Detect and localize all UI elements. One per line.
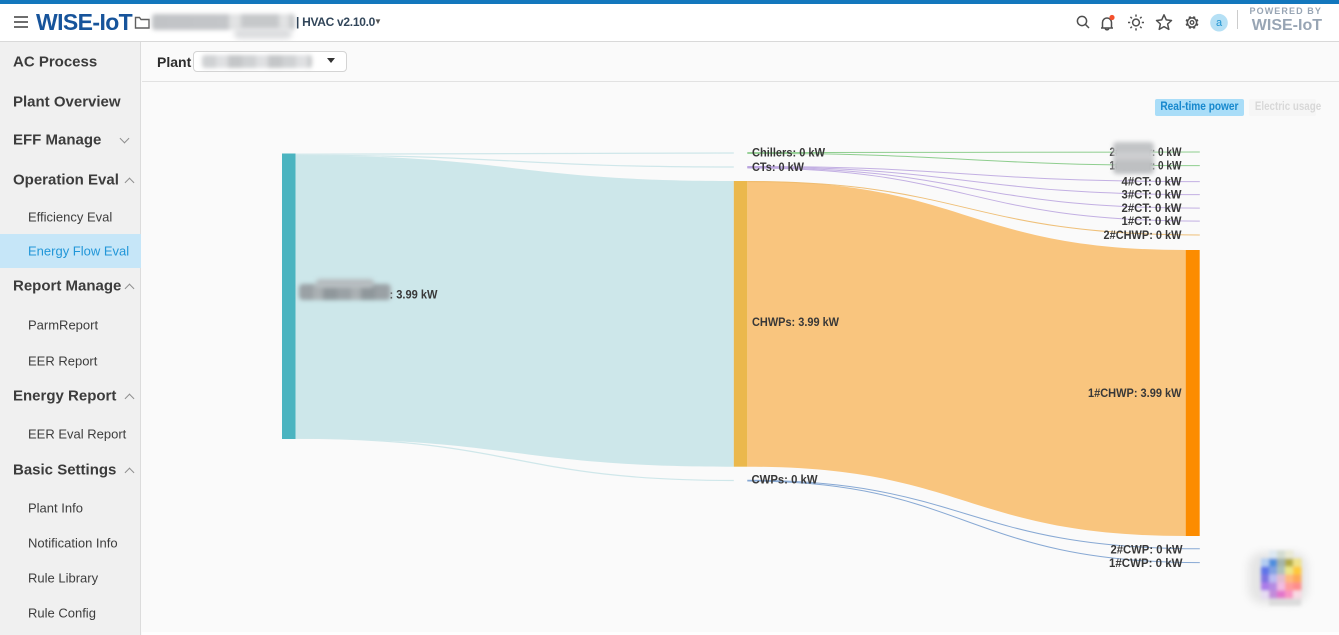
svg-text:1#CHWP: 3.99 kW: 1#CHWP: 3.99 kW	[1088, 386, 1182, 400]
svg-text:CHWPs: 3.99 kW: CHWPs: 3.99 kW	[752, 315, 840, 329]
svg-text:: 3.99 kW: : 3.99 kW	[390, 288, 439, 302]
svg-text:a: a	[1216, 17, 1223, 29]
svg-text:Chillers: 0 kW: Chillers: 0 kW	[752, 146, 826, 160]
svg-text:4#CT: 0 kW: 4#CT: 0 kW	[1122, 175, 1183, 189]
svg-text:1#CWP: 0 kW: 1#CWP: 0 kW	[1109, 556, 1183, 570]
svg-text:2#CHWP: 0 kW: 2#CHWP: 0 kW	[1104, 228, 1183, 242]
svg-text:CWPs: 0 kW: CWPs: 0 kW	[752, 473, 819, 487]
svg-text:1#CT: 0 kW: 1#CT: 0 kW	[1122, 214, 1183, 228]
svg-text:2#CWP: 0 kW: 2#CWP: 0 kW	[1111, 542, 1184, 556]
svg-text:CTs: 0 kW: CTs: 0 kW	[752, 160, 805, 174]
svg-text:2#CT: 0 kW: 2#CT: 0 kW	[1122, 201, 1183, 215]
svg-text:3#CT: 0 kW: 3#CT: 0 kW	[1122, 188, 1183, 202]
